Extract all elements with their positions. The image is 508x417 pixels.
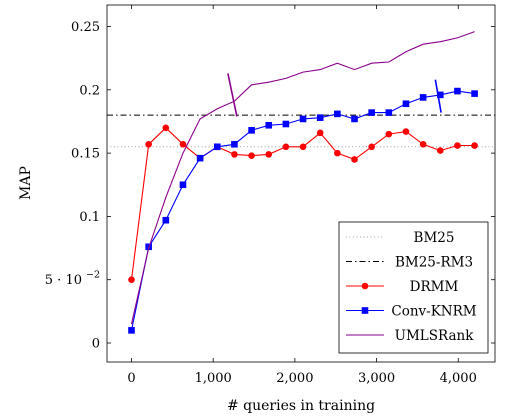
data-point-conv-knrm	[231, 140, 238, 148]
data-point-conv-knrm	[334, 110, 341, 118]
data-point-conv-knrm	[196, 154, 204, 162]
data-point-conv-knrm	[351, 115, 358, 123]
data-point-drmm	[128, 276, 135, 284]
data-point-conv-knrm	[368, 109, 375, 116]
data-point-conv-knrm	[213, 143, 221, 151]
x-tick-label: 1,000	[195, 371, 232, 386]
y-axis-title: MAP	[18, 166, 34, 200]
data-point-conv-knrm	[248, 127, 255, 134]
series-line-umlsrank	[130, 31, 475, 325]
data-point-conv-knrm	[299, 115, 307, 123]
data-point-drmm	[231, 151, 238, 158]
data-point-drmm	[162, 124, 170, 132]
y-tick-label: 0.2	[79, 83, 100, 98]
y-tick-label: 0.15	[71, 147, 100, 162]
data-point-drmm	[419, 140, 427, 148]
data-point-conv-knrm	[162, 216, 170, 224]
legend: BM25 BM25-RM3 DRMM Conv-KNRM UMLSRank	[338, 221, 489, 354]
legend-label-bm25: BM25	[414, 230, 455, 246]
data-point-conv-knrm	[385, 109, 393, 116]
legend-label-bm25-rm3: BM25-RM3	[395, 255, 473, 271]
data-point-conv-knrm	[316, 114, 324, 121]
data-point-drmm	[402, 128, 410, 135]
data-point-conv-knrm	[282, 120, 290, 128]
data-point-drmm	[351, 156, 358, 163]
data-point-drmm	[282, 143, 290, 151]
y-tick-label: 5 · 10	[45, 273, 82, 288]
y-tick-label: 0	[92, 337, 100, 352]
data-point-drmm	[265, 151, 273, 158]
plot-frame	[106, 4, 496, 363]
data-point-drmm	[179, 140, 187, 148]
data-point-conv-knrm	[454, 87, 461, 95]
data-point-drmm	[436, 147, 444, 154]
data-point-drmm	[299, 143, 307, 151]
x-tick-label: 4,000	[440, 371, 477, 386]
annotation-mark	[434, 79, 442, 113]
legend-label-umlsrank: UMLSRank	[395, 328, 475, 344]
y-tick-exponent: −2	[86, 270, 100, 281]
data-point-drmm	[248, 152, 255, 159]
x-axis-title: # queries in training	[227, 398, 375, 414]
data-point-drmm	[454, 142, 461, 149]
ticks: 0 1,000 2,000 3,000 4,000 0 5 · 10 −2 0.1 0.15 0.2…	[45, 5, 495, 386]
y-tick-label: 0.1	[79, 210, 100, 225]
data-point-conv-knrm	[128, 327, 135, 334]
data-point-drmm	[471, 142, 478, 149]
data-point-drmm	[145, 140, 152, 148]
legend-marker-drmm	[361, 282, 369, 290]
annotations	[227, 73, 442, 117]
data-point-drmm	[368, 143, 375, 151]
data-point-drmm	[334, 149, 341, 157]
legend-marker-conv-knrm	[361, 307, 369, 314]
x-tick-label: 0	[127, 371, 135, 386]
data-point-drmm	[316, 129, 324, 137]
data-point-conv-knrm	[419, 94, 427, 101]
legend-label-drmm: DRMM	[410, 279, 459, 295]
data-point-conv-knrm	[179, 181, 187, 189]
annotation-mark	[227, 73, 238, 117]
data-point-conv-knrm	[402, 100, 410, 108]
x-tick-label: 2,000	[276, 371, 313, 386]
series-layer	[107, 31, 495, 334]
x-tick-label: 3,000	[358, 371, 395, 386]
data-point-conv-knrm	[436, 91, 444, 99]
y-tick-label: 0.25	[71, 20, 100, 35]
data-point-conv-knrm	[471, 90, 478, 97]
data-point-conv-knrm	[265, 121, 273, 129]
legend-label-conv-knrm: Conv-KNRM	[391, 304, 476, 320]
data-point-drmm	[385, 130, 393, 138]
